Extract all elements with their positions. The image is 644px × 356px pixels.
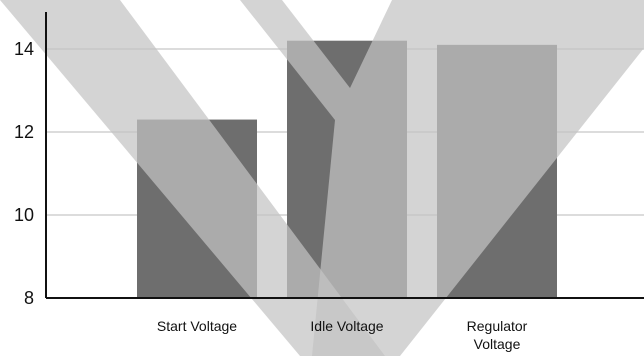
overlay-band-right bbox=[240, 0, 644, 356]
x-tick-label-line: Idle Voltage bbox=[310, 318, 383, 334]
x-tick-label-line: Voltage bbox=[474, 336, 521, 352]
y-tick-label: 10 bbox=[14, 205, 34, 225]
y-tick-label: 8 bbox=[24, 288, 34, 308]
overlay-band-left bbox=[0, 0, 385, 356]
y-tick-label: 14 bbox=[14, 39, 34, 59]
x-tick-label-line: Start Voltage bbox=[157, 318, 237, 334]
x-tick-label-line: Regulator bbox=[467, 318, 528, 334]
x-tick-label: Idle Voltage bbox=[310, 318, 383, 334]
y-tick-label: 12 bbox=[14, 122, 34, 142]
x-tick-label: Regulator Voltage bbox=[467, 318, 528, 352]
x-tick-label: Start Voltage bbox=[157, 318, 237, 334]
